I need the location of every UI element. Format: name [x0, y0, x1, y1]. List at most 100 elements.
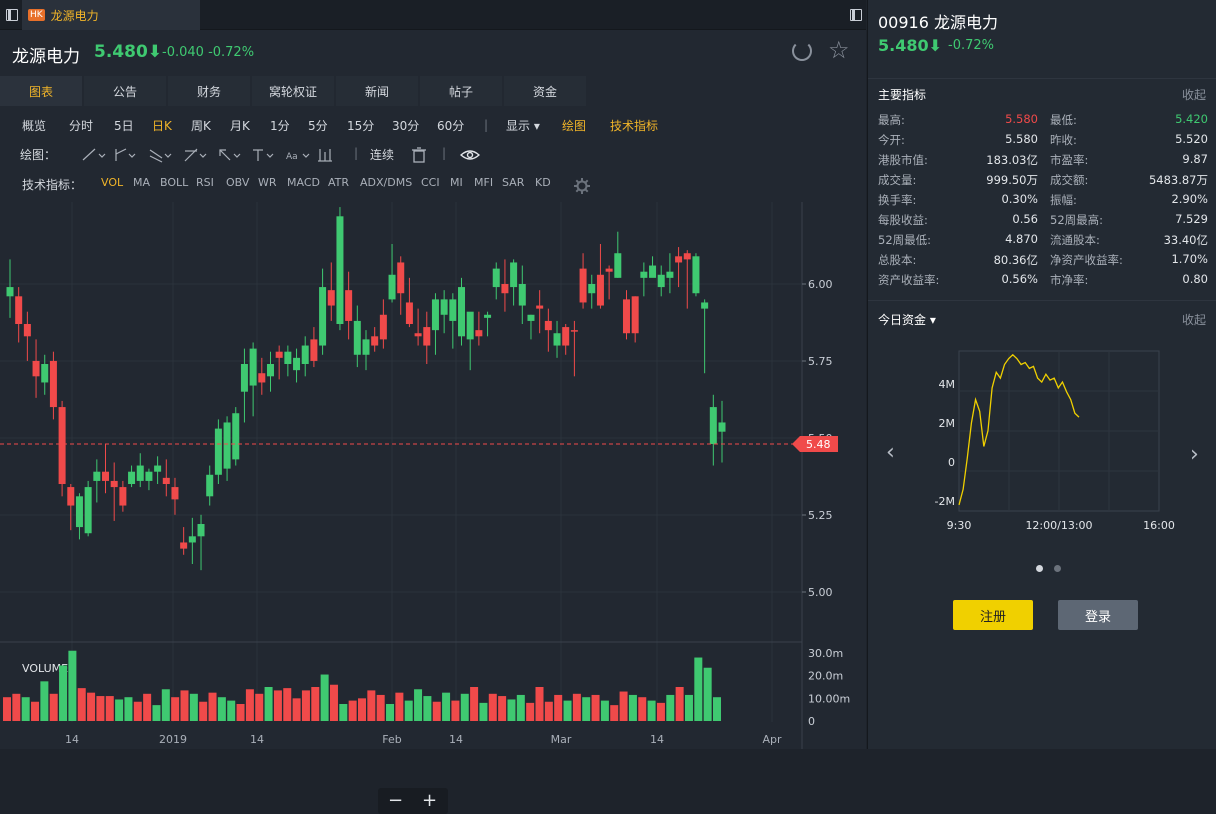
tab-5[interactable]: 帖子 — [420, 76, 502, 106]
zoom-out-button[interactable]: − — [388, 790, 404, 811]
settings-gear-icon[interactable] — [574, 178, 590, 194]
key-metrics-title: 主要指标 — [878, 88, 927, 102]
carousel-dot-active[interactable] — [1036, 565, 1043, 572]
period-7[interactable]: 5分 — [308, 118, 328, 133]
next-arrow-icon[interactable]: › — [1190, 442, 1199, 467]
prev-arrow-icon[interactable]: ‹ — [886, 440, 895, 465]
register-button[interactable]: 注册 — [953, 600, 1033, 630]
candle-body — [579, 268, 587, 303]
tab-6[interactable]: 资金 — [504, 76, 586, 106]
channel-tool-icon[interactable] — [149, 149, 172, 163]
metric-row: 52周最低: 4.870 流通股本: 33.40亿 — [878, 232, 1208, 252]
candle-body — [405, 302, 413, 325]
star-icon[interactable]: ☆ — [828, 36, 850, 64]
ray-tool-icon[interactable] — [115, 148, 136, 161]
metric-label: 今开: — [878, 133, 905, 147]
indicator-vol[interactable]: VOL — [101, 176, 124, 189]
period-2[interactable]: 5日 — [114, 118, 134, 133]
volume-title: VOLUME — [22, 662, 68, 675]
tab-4[interactable]: 新闻 — [336, 76, 418, 106]
candle-body — [23, 324, 31, 337]
arrow-tool-icon[interactable] — [219, 149, 241, 161]
font-tool-icon[interactable]: Aa — [286, 152, 310, 162]
login-button[interactable]: 登录 — [1058, 600, 1138, 630]
metric-value: 999.50万 — [986, 173, 1038, 187]
collapse-metrics[interactable]: 收起 — [1181, 88, 1206, 102]
candle-body — [171, 487, 179, 500]
indicator-boll[interactable]: BOLL — [160, 176, 189, 189]
trash-icon[interactable] — [412, 147, 426, 163]
panel-toggle-icon[interactable] — [850, 9, 862, 21]
stock-tab[interactable]: HK 龙源电力 — [22, 0, 200, 30]
drawbar-separator: | — [354, 146, 359, 160]
indicator-kd[interactable]: KD — [535, 176, 551, 189]
indicator-adx-dms[interactable]: ADX/DMS — [360, 176, 413, 189]
fund-y-label: 2M — [939, 417, 956, 430]
period-5[interactable]: 月K — [230, 118, 250, 133]
fund-flow-title[interactable]: 今日资金 ▾ — [878, 313, 936, 327]
tab-1[interactable]: 公告 — [84, 76, 166, 106]
volume-bar — [77, 688, 86, 721]
candle-body — [84, 487, 92, 534]
indicator-mfi[interactable]: MFI — [474, 176, 494, 189]
period-10[interactable]: 60分 — [437, 118, 465, 133]
metric-value: 0.80 — [1182, 272, 1208, 286]
indicator-macd[interactable]: MACD — [287, 176, 320, 189]
line-tool-icon[interactable] — [82, 148, 106, 161]
sidebar-toggle-icon[interactable] — [6, 9, 18, 21]
period-9[interactable]: 30分 — [392, 118, 420, 133]
indicator-mi[interactable]: MI — [450, 176, 463, 189]
tab-3[interactable]: 窝轮权证 — [252, 76, 334, 106]
volume-bar — [12, 693, 21, 721]
volume-bar — [311, 687, 320, 721]
volume-bar — [59, 665, 68, 721]
indicator-atr[interactable]: ATR — [328, 176, 350, 189]
indicator-ma[interactable]: MA — [133, 176, 151, 189]
price-tick-label: 5.25 — [808, 509, 833, 522]
eye-icon[interactable] — [460, 148, 480, 162]
period-8[interactable]: 15分 — [347, 118, 375, 133]
kline-chart[interactable]: 6.005.755.505.255.005.48VOLUME30.0m20.0m… — [0, 202, 866, 814]
volume-tick-label: 10.00m — [808, 692, 850, 705]
volume-bar — [554, 694, 563, 721]
volume-bar — [143, 693, 152, 721]
draw-toggle[interactable]: 绘图 — [562, 118, 587, 133]
measure-tool-icon[interactable] — [318, 149, 332, 162]
fibonacci-tool-icon[interactable] — [184, 148, 207, 162]
collapse-fund[interactable]: 收起 — [1181, 313, 1206, 327]
tech-indicator-toggle[interactable]: 技术指标 — [610, 118, 659, 133]
indicator-rsi[interactable]: RSI — [196, 176, 214, 189]
candle-body — [692, 256, 700, 294]
tab-2[interactable]: 财务 — [168, 76, 250, 106]
zoom-in-button[interactable]: + — [422, 790, 438, 811]
tab-0[interactable]: 图表 — [0, 76, 82, 106]
carousel-dot[interactable] — [1054, 565, 1061, 572]
volume-bar — [516, 694, 525, 721]
indicator-cci[interactable]: CCI — [421, 176, 440, 189]
volume-bar — [386, 704, 395, 721]
volume-bar — [395, 692, 404, 721]
metric-label: 52周最低: — [878, 233, 932, 247]
display-menu[interactable]: 显示 ▾ — [506, 118, 540, 133]
period-1[interactable]: 分时 — [69, 118, 94, 133]
period-6[interactable]: 1分 — [270, 118, 290, 133]
period-3[interactable]: 日K — [152, 118, 172, 133]
refresh-icon[interactable] — [792, 41, 812, 61]
tab-bar: HK 龙源电力 — [0, 0, 866, 30]
metric-value: 5.580 — [1005, 112, 1038, 126]
volume-bar — [460, 693, 469, 721]
indicator-obv[interactable]: OBV — [226, 176, 250, 189]
period-0[interactable]: 概览 — [22, 118, 47, 133]
indicator-wr[interactable]: WR — [258, 176, 277, 189]
indicator-sar[interactable]: SAR — [502, 176, 525, 189]
text-tool-icon[interactable] — [253, 149, 274, 161]
candle-body — [145, 471, 153, 481]
candle-body — [683, 253, 691, 260]
candle-body — [310, 339, 318, 361]
period-4[interactable]: 周K — [191, 118, 211, 133]
metric-value: 9.87 — [1182, 152, 1208, 166]
candle-body — [275, 351, 283, 358]
continuous-drawing[interactable]: 连续 — [370, 148, 395, 162]
candle-body — [431, 299, 439, 331]
period-bar: 概览 分时 5日 日K 周K 月K 1分 5分 15分 30分 60分 | 显示 ▾ 绘图 技术指标 — [0, 112, 866, 138]
